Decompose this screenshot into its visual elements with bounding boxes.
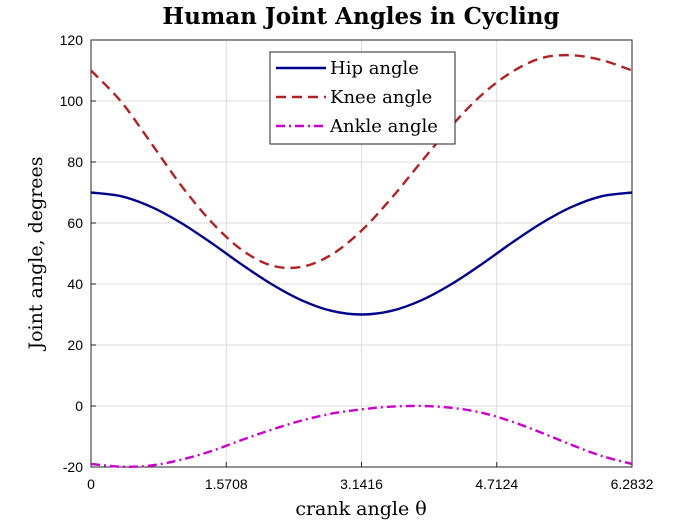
legend-label-hip-angle: Hip angle	[330, 58, 419, 79]
x-tick-label: 4.7124	[475, 476, 518, 492]
legend-label-knee-angle: Knee angle	[330, 87, 432, 108]
series-line-knee-angle	[90, 53, 633, 270]
series-layer	[90, 53, 633, 468]
y-tick-label: -20	[63, 459, 83, 475]
y-tick-label: 40	[67, 276, 83, 292]
x-axis-label: crank angle θ	[295, 498, 426, 520]
x-tick-label: 3.1416	[340, 476, 383, 492]
y-tick-label: 20	[67, 337, 83, 353]
series-line-hip-angle	[90, 191, 633, 316]
legend-label-ankle-angle: Ankle angle	[329, 116, 438, 137]
plot-area	[90, 39, 633, 468]
y-tick-label: 60	[67, 215, 83, 231]
x-tick-label: 0	[87, 476, 95, 492]
x-tick-label: 6.2832	[611, 476, 654, 492]
y-axis-label: Joint angle, degrees	[25, 156, 47, 351]
y-tick-label: 0	[75, 398, 83, 414]
legend: Hip angle Knee angle Ankle angle	[269, 51, 456, 145]
y-tick-label: 120	[60, 32, 84, 48]
y-tick-label: 80	[67, 154, 83, 170]
series-line-ankle-angle	[90, 404, 633, 468]
chart-title: Human Joint Angles in Cycling	[162, 3, 559, 30]
tick-labels: 0 1.5708 3.1416 4.7124 6.2832-20020406080100…	[60, 32, 654, 492]
y-tick-label: 100	[60, 93, 84, 109]
x-tick-label: 1.5708	[205, 476, 248, 492]
